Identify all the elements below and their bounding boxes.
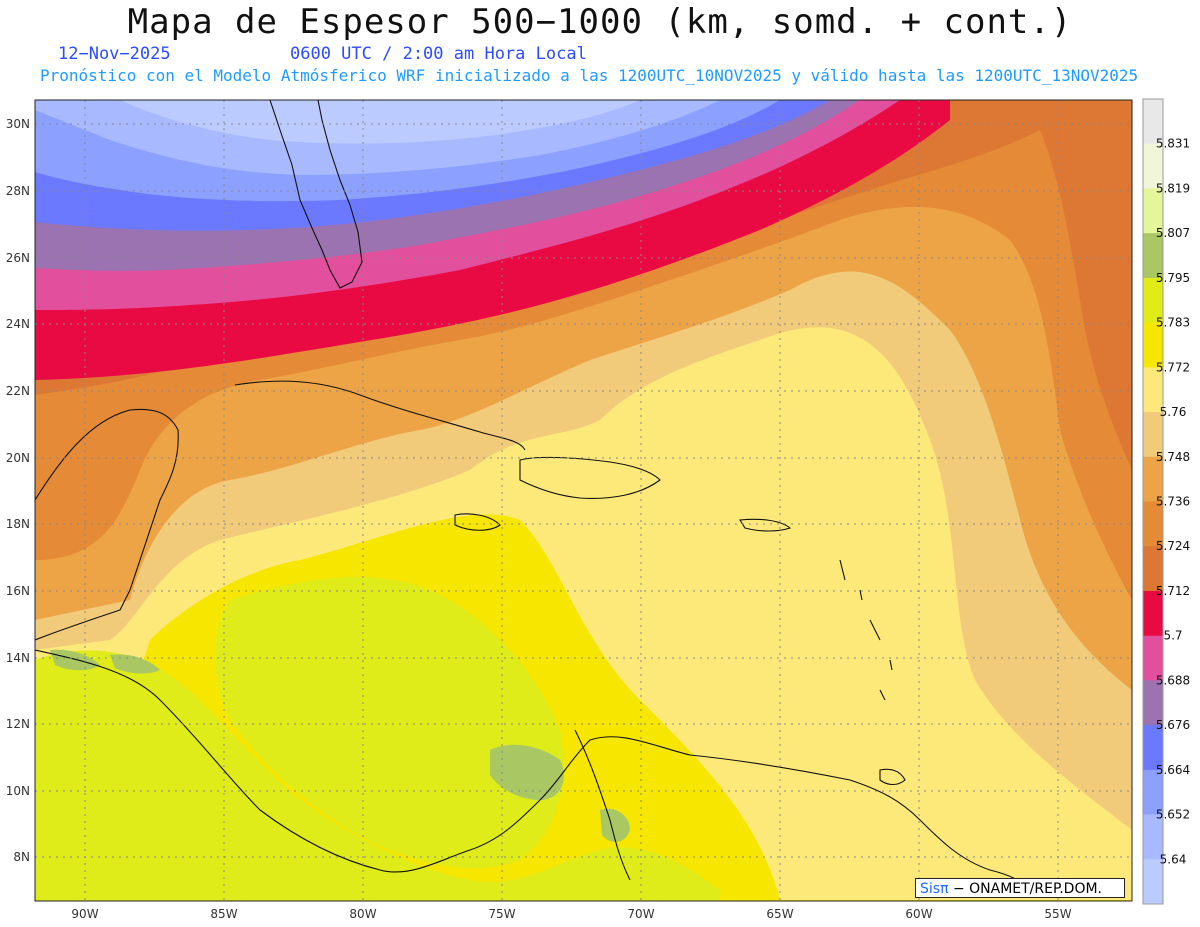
- colorbar-swatch: [1143, 99, 1163, 145]
- colorbar-label: 5.807: [1156, 226, 1190, 240]
- map-frame: [34, 99, 1133, 902]
- colorbar-swatch: [1143, 635, 1163, 681]
- colorbar-swatch: [1143, 233, 1163, 279]
- colorbar-swatch: [1143, 143, 1163, 189]
- map-title: Mapa de Espesor 500−1000 (km, somd. + co…: [127, 2, 1073, 42]
- colorbar-label: 5.664: [1156, 763, 1190, 777]
- credit-brand: Sisπ: [920, 881, 949, 897]
- lon-tick-label: 60W: [905, 907, 932, 921]
- lat-tick-label: 20N: [6, 451, 30, 465]
- colorbar-label: 5.748: [1156, 450, 1190, 464]
- colorbar-swatch: [1143, 859, 1163, 905]
- lon-tick-label: 65W: [766, 907, 793, 921]
- colorbar-label: 5.7: [1163, 629, 1182, 643]
- colorbar-label: 5.819: [1156, 181, 1190, 195]
- credit-box: Sisπ − ONAMET/REP.DOM.: [915, 878, 1125, 898]
- colorbar-swatch: [1143, 188, 1163, 234]
- colorbar-label: 5.772: [1156, 360, 1190, 374]
- colorbar-label: 5.795: [1156, 271, 1190, 285]
- lat-tick-label: 8N: [13, 850, 30, 864]
- lon-tick-label: 70W: [627, 907, 654, 921]
- colorbar-label: 5.712: [1156, 584, 1190, 598]
- lat-tick-label: 28N: [6, 184, 30, 198]
- lon-tick-label: 90W: [71, 907, 98, 921]
- lat-axis: 30N 28N 26N 24N 22N 20N 18N 16N 14N 12N …: [6, 117, 30, 864]
- lat-tick-label: 26N: [6, 251, 30, 265]
- colorbar-swatch: [1143, 769, 1163, 816]
- lat-tick-label: 12N: [6, 717, 30, 731]
- lat-tick-label: 18N: [6, 517, 30, 531]
- colorbar-label: 5.676: [1156, 718, 1190, 732]
- lon-tick-label: 55W: [1044, 907, 1071, 921]
- lon-tick-label: 75W: [488, 907, 515, 921]
- lon-tick-label: 85W: [210, 907, 237, 921]
- colorbar-swatch: [1143, 546, 1163, 592]
- colorbar-label: 5.688: [1156, 673, 1190, 687]
- colorbar-swatch: [1143, 725, 1163, 771]
- lat-tick-label: 14N: [6, 651, 30, 665]
- colorbar: 5.831 5.819 5.807 5.795 5.783 5.772 5.76 5.748 5…: [1142, 98, 1190, 905]
- credit-text: − ONAMET/REP.DOM.: [952, 881, 1103, 897]
- colorbar-label: 5.64: [1160, 852, 1187, 866]
- lat-tick-label: 10N: [6, 784, 30, 798]
- lat-tick-label: 30N: [6, 117, 30, 131]
- colorbar-swatch: [1143, 367, 1163, 413]
- colorbar-label: 5.783: [1156, 316, 1190, 330]
- colorbar-label: 5.76: [1160, 405, 1187, 419]
- colorbar-swatch: [1143, 412, 1163, 458]
- colorbar-swatch: [1143, 322, 1163, 368]
- colorbar-swatch: [1143, 277, 1163, 324]
- lat-tick-label: 24N: [6, 317, 30, 331]
- lon-axis: 90W 85W 80W 75W 70W 65W 60W 55W: [71, 907, 1071, 921]
- colorbar-swatch: [1143, 456, 1163, 502]
- colorbar-frame: [1142, 98, 1164, 905]
- colorbar-swatch: [1143, 501, 1163, 547]
- lat-tick-label: 22N: [6, 384, 30, 398]
- colorbar-label: 5.736: [1156, 495, 1190, 509]
- lon-tick-label: 80W: [349, 907, 376, 921]
- colorbar-label: 5.724: [1156, 539, 1190, 553]
- thickness-fill: [35, 100, 1132, 901]
- colorbar-swatch: [1143, 680, 1163, 726]
- model-subtitle: Pronóstico con el Modelo Atmósferico WRF…: [40, 66, 1139, 85]
- forecast-date: 12−Nov−2025: [58, 44, 171, 64]
- colorbar-label: 5.652: [1156, 808, 1190, 822]
- lat-tick-label: 16N: [6, 584, 30, 598]
- coastlines: [35, 100, 1031, 891]
- graticule: [35, 100, 1132, 901]
- colorbar-swatch: [1143, 814, 1163, 860]
- colorbar-swatch: [1143, 590, 1163, 637]
- colorbar-label: 5.831: [1156, 137, 1190, 151]
- forecast-time: 0600 UTC / 2:00 am Hora Local: [290, 44, 587, 64]
